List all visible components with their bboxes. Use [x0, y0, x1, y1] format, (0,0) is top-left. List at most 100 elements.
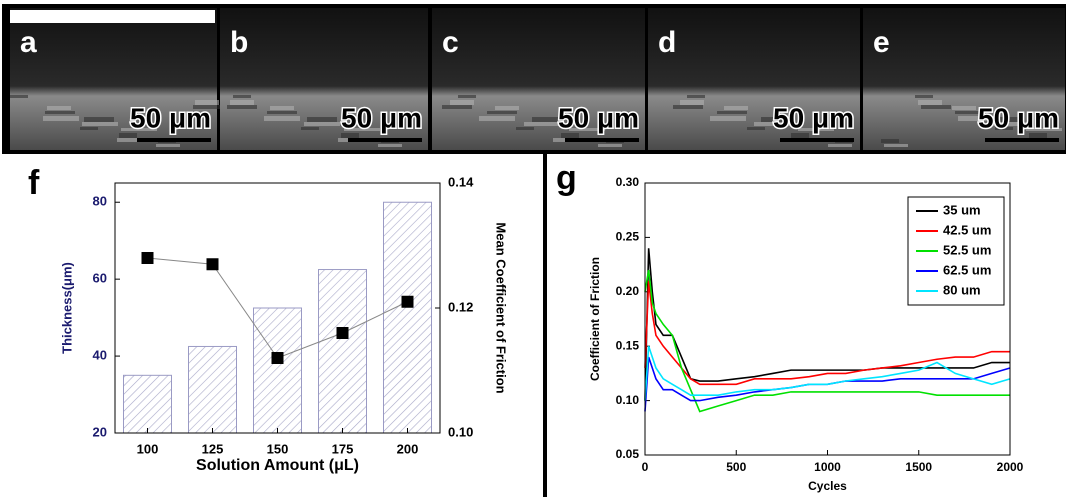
y2-tick-label: 0.14: [448, 174, 474, 189]
sem-texture: [80, 127, 98, 130]
bar: [123, 374, 172, 434]
y-axis-label: Thickness(μm): [59, 262, 74, 354]
sem-texture: [458, 95, 476, 98]
sem-image: [863, 8, 1065, 150]
sem-texture: [84, 117, 114, 122]
y2-tick-label: 0.10: [448, 424, 473, 439]
legend-label: 62.5 um: [943, 262, 991, 277]
sem-texture: [487, 111, 517, 114]
x-axis-label: Cycles: [808, 479, 847, 493]
sem-texture: [754, 122, 790, 126]
scale-text: 50 μm: [558, 102, 639, 133]
bar: [318, 269, 367, 434]
sem-texture: [995, 127, 1013, 130]
sem-texture: [958, 116, 994, 121]
y-tick-label: 0.05: [616, 447, 640, 461]
y-tick-label: 0.10: [616, 393, 640, 407]
sem-texture: [532, 117, 562, 122]
sem-texture: [47, 106, 71, 110]
scale-text: 50 μm: [130, 102, 211, 133]
y-tick-label: 40: [93, 348, 107, 363]
panel-label: c: [442, 26, 459, 59]
sem-texture: [952, 106, 976, 110]
sem-texture: [193, 105, 223, 109]
sem-image: [648, 8, 860, 150]
sem-texture: [227, 105, 257, 109]
sem-texture: [761, 117, 791, 122]
panel-label: b: [230, 26, 248, 59]
sem-texture: [450, 100, 474, 105]
sem-texture: [10, 95, 28, 98]
sem-image: [220, 8, 428, 150]
sem-texture: [516, 127, 534, 130]
plot-frame: [114, 182, 441, 434]
x-tick-label: 0: [642, 460, 649, 474]
sem-texture: [304, 122, 340, 126]
series-line: [644, 280, 1010, 386]
y-axis-label: Coefficient of Friction: [588, 257, 602, 381]
marker: [141, 252, 154, 264]
sem-texture: [828, 144, 852, 147]
x-tick-label: 125: [202, 441, 224, 456]
sem-texture: [156, 144, 180, 147]
scale-bar: [565, 138, 639, 142]
y-tick-label: 80: [93, 194, 107, 209]
scale-bar: [137, 138, 211, 142]
sem-texture: [378, 144, 402, 147]
marker: [206, 258, 219, 271]
x-tick-label: 500: [726, 460, 746, 474]
sem-texture: [673, 105, 703, 109]
sem-texture: [230, 100, 254, 105]
sem-texture: [121, 128, 157, 131]
panel-label: a: [20, 26, 37, 59]
sem-texture: [82, 122, 118, 126]
sem-texture: [1029, 133, 1047, 138]
sem-texture: [884, 144, 908, 147]
y-tick-label: 0.30: [616, 175, 640, 189]
sem-texture: [344, 128, 380, 131]
sem-texture: [267, 111, 297, 114]
marker: [336, 327, 349, 339]
y2-tick-label: 0.12: [448, 299, 473, 314]
sem-texture: [881, 139, 899, 143]
sem-texture: [561, 133, 579, 138]
sem-texture: [710, 116, 746, 121]
panel-label: e: [873, 26, 890, 59]
series-line: [644, 248, 1010, 401]
sem-texture: [301, 127, 319, 130]
sem-texture: [747, 127, 765, 130]
legend-label: 42.5 um: [943, 222, 991, 237]
x-axis-label: Solution Amount (μL): [196, 457, 359, 474]
series-line: [644, 269, 1010, 413]
bar: [383, 201, 432, 434]
sem-texture: [791, 133, 809, 138]
scale-text: 50 μm: [341, 102, 422, 133]
sem-texture: [569, 128, 605, 131]
sem-texture: [524, 122, 560, 126]
scale-bar: [985, 138, 1059, 142]
sem-texture: [341, 133, 359, 138]
panel-label: d: [658, 26, 676, 59]
scale-text: 50 μm: [773, 102, 854, 133]
y-tick-label: 60: [93, 271, 107, 286]
x-tick-label: 1000: [814, 460, 841, 474]
y2-axis-label: Mean Coefficient of Friction: [494, 222, 509, 393]
sem-image: [432, 8, 645, 150]
x-tick-label: 100: [137, 441, 159, 456]
sem-texture: [1026, 128, 1062, 131]
sem-texture: [119, 133, 137, 138]
y-tick-label: 0.25: [616, 230, 640, 244]
panel-label: g: [556, 159, 577, 197]
sem-texture: [918, 100, 942, 105]
sem-texture: [687, 95, 705, 98]
sem-texture: [992, 122, 1028, 126]
sem-texture: [798, 128, 834, 131]
marker: [271, 352, 284, 364]
sem-texture: [915, 95, 933, 98]
x-tick-label: 200: [397, 441, 419, 456]
legend-label: 80 um: [943, 282, 981, 297]
series-line: [644, 345, 1011, 401]
bar: [188, 345, 237, 434]
scale-bar: [348, 138, 422, 142]
